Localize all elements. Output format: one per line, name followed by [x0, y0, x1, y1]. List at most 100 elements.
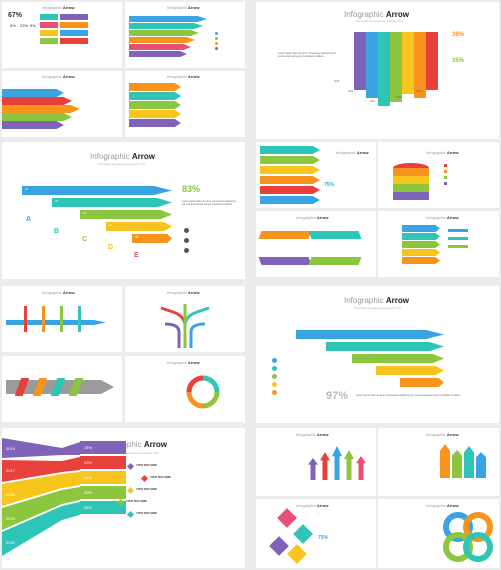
slide-title: Infographic Arrow — [42, 74, 75, 79]
up-arrow-pink — [356, 456, 366, 480]
stat-block-red — [60, 38, 88, 44]
pin-red — [24, 306, 27, 332]
legend-dot-purple — [215, 47, 218, 50]
body-text: Lorem ipsum dolor sit amet, consectetur … — [356, 394, 461, 397]
percent-1: 24% — [84, 445, 93, 450]
stat-block-purple — [60, 14, 88, 20]
step-arrow-5 — [132, 234, 172, 243]
stat-block-green — [40, 38, 58, 44]
slide-title: Infographic Arrow — [296, 503, 329, 508]
arrow-blue — [2, 89, 64, 97]
stat-block-blue — [60, 30, 88, 36]
step-2017: 2017 — [370, 100, 376, 103]
pin-teal — [78, 306, 81, 332]
stat-block-teal — [40, 14, 58, 20]
year-2018: 2018 — [6, 492, 15, 497]
step-arrow-1 — [22, 186, 172, 195]
timeline-arrow — [6, 320, 106, 325]
icon-circle-green — [272, 374, 277, 379]
slide-title: Infographic Arrow — [167, 290, 200, 295]
icon-circle-yellow — [272, 382, 277, 387]
stat-block-orange — [60, 22, 88, 28]
slide-9[interactable]: Infographic Arrow — [256, 211, 376, 277]
slide-12[interactable]: Infographic Arrow — [125, 286, 245, 352]
slide-3[interactable]: Infographic Arrow The simple line goes h… — [256, 2, 499, 139]
ribbon-purple — [258, 257, 312, 265]
slide-15[interactable]: Infographic Arrow The simple line goes h… — [256, 286, 499, 423]
item-title-3: YOUR TEXT HERE — [136, 488, 157, 491]
year-2016: 2016 — [6, 446, 15, 451]
letter-d: D — [108, 244, 114, 251]
arrow-teal — [402, 233, 440, 240]
slide-14[interactable]: Infographic Arrow — [125, 356, 245, 422]
slide-5[interactable]: Infographic Arrow — [125, 71, 245, 137]
slide-title: Infographic Arrow — [42, 5, 75, 10]
slide-title: Infographic Arrow — [344, 296, 409, 305]
arrow-red — [260, 186, 320, 194]
percent-value: 83% — [182, 184, 201, 194]
letter-c: C — [82, 236, 88, 243]
arrow-red — [2, 97, 72, 105]
slide-4[interactable]: Infographic Arrow — [2, 71, 122, 137]
arrow-orange — [402, 257, 440, 264]
bullet-icon-3 — [184, 248, 189, 253]
column-yellow — [402, 32, 414, 94]
up-arrow-green — [344, 450, 354, 480]
slide-19[interactable]: Infographic Arrow 75% — [256, 499, 376, 568]
arrow-bar-green — [129, 30, 199, 36]
letter-e: E — [134, 252, 139, 259]
arrow-yellow — [260, 166, 320, 174]
body-text: Lorem ipsum dolor sit amet, consectetur … — [182, 200, 236, 207]
slide-8[interactable]: Infographic Arrow — [378, 142, 499, 208]
icon-circle-orange — [272, 390, 277, 395]
arrow-bar-purple — [129, 51, 187, 57]
column-arrow-green — [452, 450, 462, 478]
column-blue — [366, 32, 378, 98]
diamond-yellow — [287, 544, 307, 564]
arrow-blue — [260, 196, 320, 204]
arrow-orange — [129, 83, 181, 91]
arrow-purple — [129, 119, 181, 127]
slide-7[interactable]: Infographic Arrow 75% — [256, 142, 376, 208]
slide-11[interactable]: Infographic Arrow — [2, 286, 122, 352]
icon-circle-blue — [272, 358, 277, 363]
step-number-4: 04 — [109, 224, 112, 227]
bullet-icon-2 — [184, 238, 189, 243]
slide-title: Infographic Arrow — [167, 5, 200, 10]
slide-1[interactable]: Infographic Arrow 67% 8% 23% 5% — [2, 2, 122, 68]
slide-16[interactable]: Infographic Arrow The simple line goes h… — [2, 428, 245, 568]
step-arrow-orange — [400, 378, 444, 387]
percent-4: 39% — [84, 490, 93, 495]
item-title-5: YOUR TEXT HERE — [136, 512, 157, 515]
arrow-yellow — [402, 249, 440, 256]
branching-arrows-graphic — [160, 304, 210, 348]
slide-title: Infographic Arrow — [42, 290, 75, 295]
slide-6[interactable]: Infographic Arrow The simple line goes h… — [2, 142, 245, 279]
item-title-1: YOUR TEXT HERE — [136, 464, 157, 467]
legend-dot-orange — [215, 42, 218, 45]
up-arrow-red — [320, 452, 330, 480]
slide-subtitle: The simple line goes here and here. Text — [112, 452, 159, 455]
column-arrow-orange — [440, 444, 450, 478]
year-2017: 2017 — [6, 468, 15, 473]
step-2016: 2016 — [348, 90, 354, 93]
diamond-teal — [293, 524, 313, 544]
percent-value: 97% — [326, 390, 349, 402]
step-arrow-4 — [106, 222, 172, 231]
up-arrow-purple — [308, 458, 318, 480]
legend-dot-green — [215, 37, 218, 40]
slide-18[interactable]: Infographic Arrow — [378, 428, 499, 496]
slide-10[interactable]: Infographic Arrow — [378, 211, 499, 277]
step-number-3: 03 — [83, 212, 86, 215]
value-3: 5% — [30, 23, 36, 28]
ribbon-teal — [308, 231, 362, 239]
diamond-pink — [277, 508, 297, 528]
slide-17[interactable]: Infographic Arrow — [256, 428, 376, 496]
slide-subtitle: The simple line goes here and here. Text — [356, 20, 403, 23]
percent-5: 28% — [84, 505, 93, 510]
slide-20[interactable]: Infographic Arrow — [378, 499, 499, 568]
slide-13[interactable] — [2, 356, 122, 422]
legend-dot-1 — [444, 164, 447, 167]
slide-2[interactable]: Infographic Arrow — [125, 2, 245, 68]
percent-value: 75% — [324, 182, 335, 188]
